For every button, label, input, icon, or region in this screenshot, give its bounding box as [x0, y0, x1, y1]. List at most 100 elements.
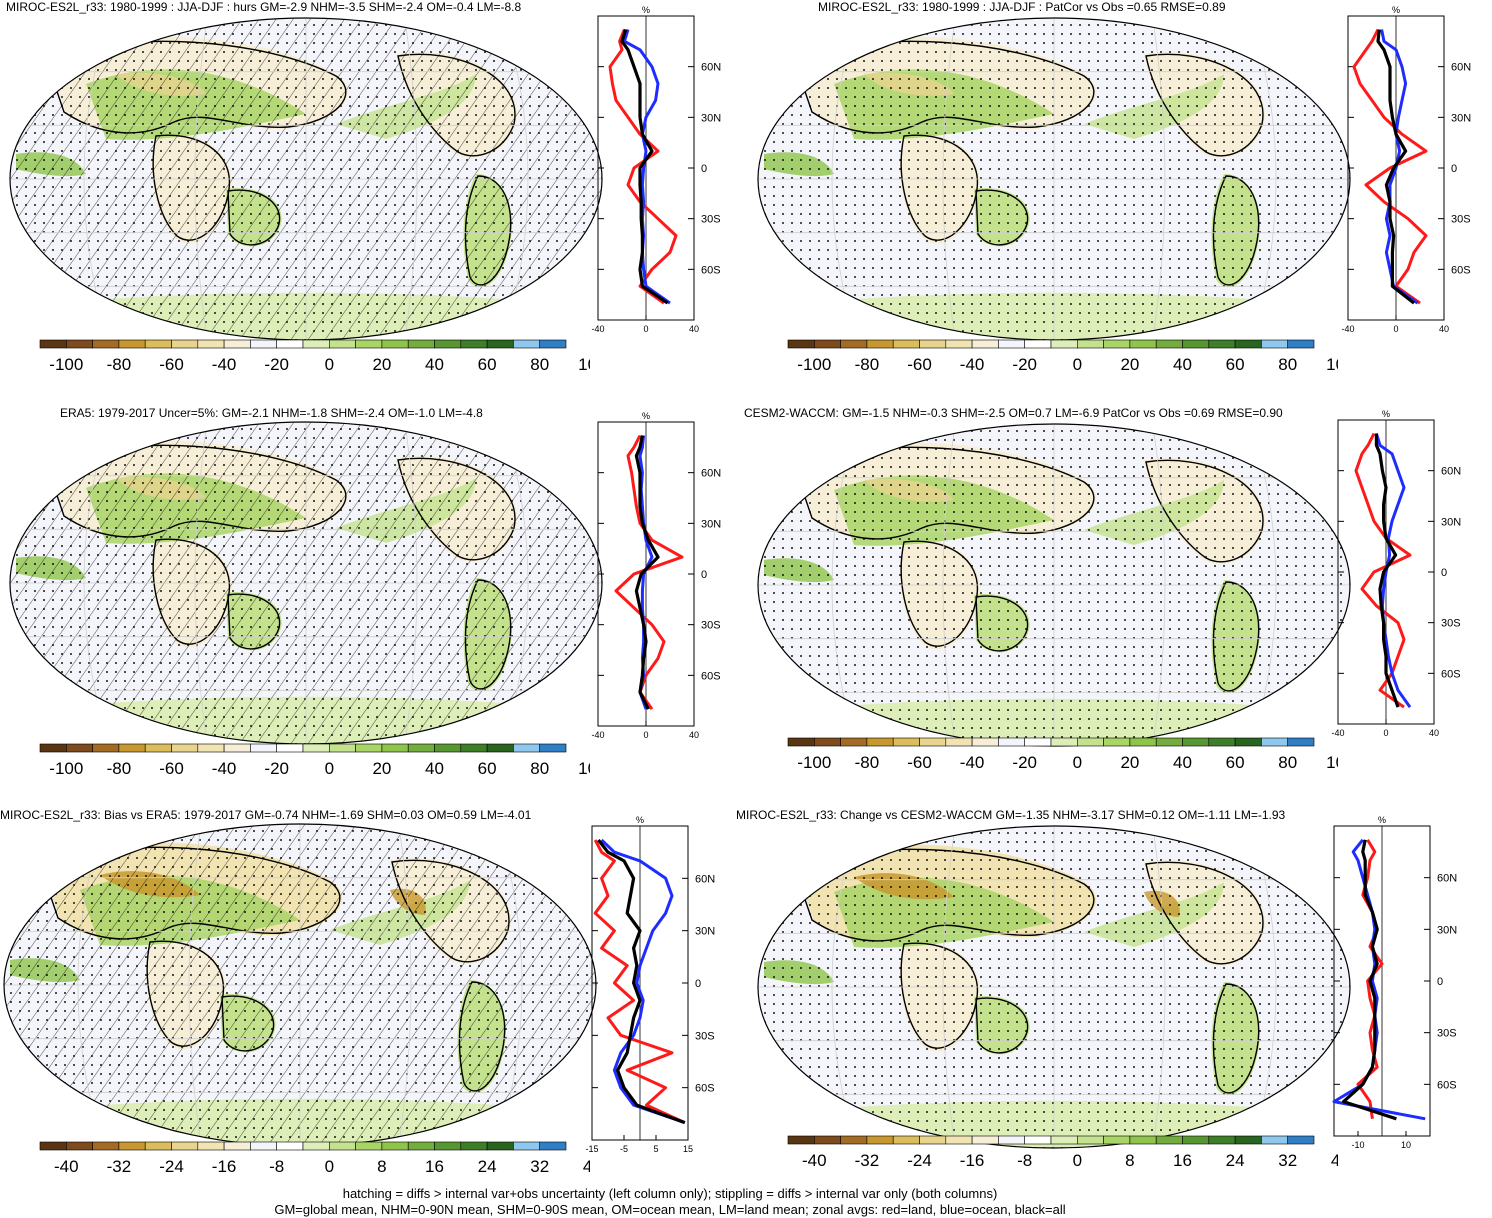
all-mean-line — [634, 435, 660, 710]
lat-tick-label: 0 — [1441, 567, 1447, 579]
colorbar-swatch — [787, 737, 815, 747]
colorbar-swatch — [486, 339, 514, 349]
colorbar-swatch — [998, 1135, 1025, 1145]
colorbar-swatch — [381, 743, 409, 753]
colorbar-label: -20 — [1012, 753, 1037, 772]
colorbar-swatch — [1129, 737, 1157, 747]
colorbar-swatch — [1050, 339, 1078, 349]
colorbar-swatch — [919, 737, 947, 747]
zonal-unit-label: % — [642, 5, 650, 15]
colorbar-label: -8 — [269, 1157, 284, 1176]
lat-tick-label: 0 — [701, 569, 707, 581]
colorbar-label: 60 — [1226, 355, 1245, 374]
colorbar-swatch — [65, 743, 93, 753]
colorbar-swatch — [65, 1141, 93, 1151]
colorbar: -100 -80 -60 -40 -20 0 20 40 60 80 100 — [787, 737, 1338, 772]
colorbar-label: -20 — [264, 355, 289, 374]
colorbar-swatch — [1076, 1135, 1104, 1145]
colorbar-label: 80 — [530, 759, 549, 778]
colorbar-label: 40 — [1173, 355, 1192, 374]
figure-footer: hatching = diffs > internal var+obs unce… — [0, 1186, 1340, 1218]
lat-tick-label: 60N — [1437, 873, 1457, 885]
colorbar-swatch — [787, 339, 815, 349]
colorbar-swatch — [1050, 737, 1078, 747]
colorbar-label: 100 — [1326, 753, 1338, 772]
colorbar-swatch — [945, 737, 973, 747]
colorbar-label: 8 — [1125, 1151, 1134, 1170]
land-mean-line — [1354, 432, 1412, 709]
lat-tick-label: 30N — [1437, 924, 1457, 936]
x-tick-label: 40 — [1439, 324, 1449, 334]
colorbar-label: -16 — [212, 1157, 237, 1176]
colorbar: -100 -80 -60 -40 -20 0 20 40 60 80 100 — [39, 743, 590, 778]
colorbar-swatch — [1208, 1135, 1236, 1145]
ocean-mean-line — [1380, 29, 1419, 305]
panel-title: MIROC-ES2L_r33: Change vs CESM2-WACCM GM… — [736, 808, 1286, 822]
colorbar-swatch — [892, 737, 920, 747]
zonal-unit-label: % — [1382, 409, 1390, 419]
colorbar-swatch — [998, 339, 1025, 349]
graticule-line — [194, 18, 208, 340]
panel-hurs-miroc: MIROC-ES2L_r33: 1980-1999 : JJA-DJF : hu… — [0, 0, 746, 400]
x-tick-label: -5 — [620, 1144, 628, 1154]
colorbar-label: -80 — [107, 355, 132, 374]
graticule-line — [1152, 18, 1166, 340]
all-mean-line — [1374, 433, 1400, 708]
colorbar-label: -24 — [907, 1151, 932, 1170]
x-tick-label: 40 — [689, 730, 699, 740]
colorbar-swatch — [513, 743, 540, 753]
colorbar-label: 0 — [1073, 1151, 1082, 1170]
graticule-line — [942, 424, 956, 746]
colorbar-swatch — [276, 1141, 304, 1151]
lat-tick-label: 30N — [695, 926, 715, 938]
colorbar-swatch — [971, 1135, 999, 1145]
colorbar-swatch — [892, 339, 920, 349]
lat-tick-label: 0 — [1451, 163, 1457, 175]
lat-tick-label: 0 — [701, 163, 707, 175]
footer-line-1: hatching = diffs > internal var+obs unce… — [342, 1186, 998, 1201]
colorbar-swatch — [328, 1141, 356, 1151]
panel-era5: ERA5: 1979-2017 Uncer=5%: GM=-2.1 NHM=-1… — [0, 402, 746, 802]
map-border — [757, 825, 1351, 1149]
colorbar-swatch — [355, 1141, 383, 1151]
colorbar-swatch — [1261, 1135, 1288, 1145]
colorbar-label: 60 — [1226, 753, 1245, 772]
colorbar-swatch — [1208, 737, 1236, 747]
colorbar-swatch — [118, 339, 146, 349]
colorbar-swatch — [460, 743, 488, 753]
panel-title: MIROC-ES2L_r33: 1980-1999 : JJA-DJF : hu… — [6, 0, 522, 14]
colorbar-swatch — [197, 1141, 225, 1151]
colorbar-label: 60 — [478, 759, 497, 778]
colorbar-swatch — [813, 339, 841, 349]
colorbar-swatch — [1050, 1135, 1078, 1145]
colorbar-label: -100 — [797, 753, 831, 772]
lat-tick-label: 30S — [1437, 1028, 1457, 1040]
x-tick-label: 0 — [1383, 728, 1388, 738]
colorbar-swatch — [328, 339, 356, 349]
colorbar-label: -24 — [159, 1157, 184, 1176]
graticule-line — [404, 422, 418, 744]
colorbar-label: -20 — [264, 759, 289, 778]
colorbar-label: -80 — [855, 753, 880, 772]
colorbar-swatch — [892, 1135, 920, 1145]
colorbar-label: 40 — [583, 1157, 590, 1176]
lat-tick-label: 60S — [1451, 264, 1471, 276]
colorbar-swatch — [171, 743, 199, 753]
colorbar-label: 0 — [325, 759, 334, 778]
panel-title: MIROC-ES2L_r33: Bias vs ERA5: 1979-2017 … — [0, 808, 532, 822]
colorbar-label: -100 — [797, 355, 831, 374]
all-mean-line — [1376, 29, 1415, 305]
colorbar-swatch — [1155, 737, 1183, 747]
ocean-mean-line — [600, 838, 686, 1125]
lat-tick-label: 30S — [695, 1030, 715, 1042]
colorbar-label: 32 — [1278, 1151, 1297, 1170]
x-tick-label: -15 — [585, 1144, 598, 1154]
colorbar-swatch — [223, 743, 251, 753]
lat-tick-label: 30S — [1451, 214, 1471, 226]
zonal-mean-plot: % 60N 30N 0 30S 60S -40 0 40 — [1341, 5, 1471, 334]
lat-tick-label: 60N — [1451, 62, 1471, 74]
colorbar-label: -80 — [855, 355, 880, 374]
colorbar-label: 20 — [1120, 753, 1139, 772]
colorbar-swatch — [1103, 1135, 1131, 1145]
lat-tick-label: 60N — [1441, 466, 1461, 478]
